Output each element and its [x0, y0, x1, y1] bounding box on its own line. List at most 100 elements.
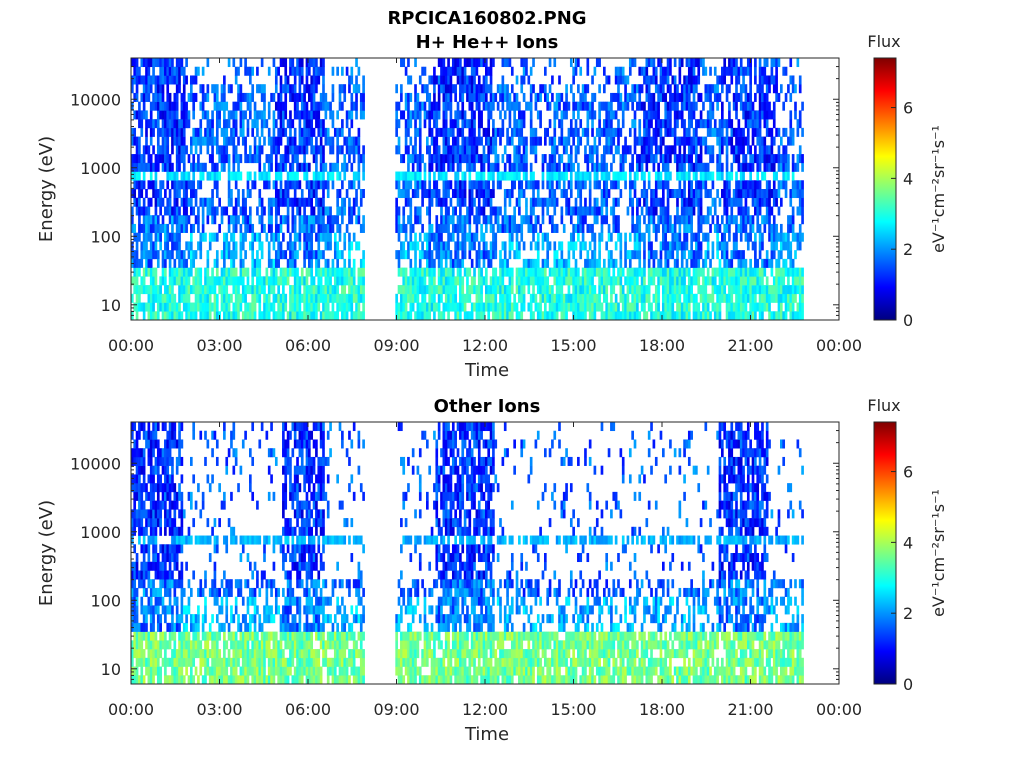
spectrogram-cell [704, 180, 708, 190]
spectrogram-cell [544, 267, 547, 277]
spectrogram-cell [744, 285, 748, 295]
spectrogram-cell [145, 127, 148, 137]
spectrogram-cell [187, 311, 191, 321]
spectrogram-cell [310, 232, 314, 242]
spectrogram-cell [324, 136, 328, 146]
spectrogram-cell [725, 119, 729, 129]
spectrogram-cell [695, 180, 698, 190]
spectrogram-cell [272, 145, 276, 155]
spectrogram-cell [652, 92, 656, 102]
spectrogram-cell [317, 119, 321, 129]
spectrogram-cell [555, 197, 559, 207]
spectrogram-cell [598, 101, 601, 111]
spectrogram-cell [343, 258, 347, 268]
spectrogram-cell [251, 276, 255, 286]
spectrogram-cell [208, 302, 212, 312]
spectrogram-cell [192, 250, 196, 260]
spectrogram-cell [697, 162, 701, 172]
spectrogram-cell [702, 136, 705, 146]
spectrogram-cell [194, 311, 198, 321]
spectrogram-cell [499, 223, 502, 233]
spectrogram-cell [220, 84, 224, 94]
spectrogram-cell [470, 311, 474, 321]
spectrogram-cell [593, 171, 597, 181]
spectrogram-cell [362, 223, 365, 233]
spectrogram-cell [182, 258, 186, 268]
spectrogram-cell [211, 171, 214, 181]
spectrogram-cell [284, 110, 288, 120]
spectrogram-cell [489, 189, 493, 199]
spectrogram-cell [657, 162, 660, 172]
spectrogram-cell [461, 75, 465, 85]
spectrogram-cell [687, 75, 691, 85]
spectrogram-cell [237, 154, 240, 164]
spectrogram-cell [680, 241, 684, 251]
spectrogram-cell [725, 311, 729, 321]
spectrogram-cell [515, 119, 519, 129]
spectrogram-cell [584, 293, 587, 303]
spectrogram-cell [435, 189, 439, 199]
spectrogram-cell [645, 162, 649, 172]
spectrogram-cell [298, 232, 302, 242]
spectrogram-cell [683, 84, 686, 94]
spectrogram-cell [664, 302, 668, 312]
spectrogram-cell [303, 232, 306, 242]
spectrogram-cell [482, 250, 486, 260]
spectrogram-cell [702, 276, 705, 286]
spectrogram-cell [664, 154, 668, 164]
spectrogram-cell [650, 267, 653, 277]
spectrogram-cell [274, 145, 278, 155]
spectrogram-cell [310, 145, 314, 155]
spectrogram-cell [440, 154, 443, 164]
spectrogram-cell [253, 119, 257, 129]
spectrogram-cell [206, 92, 210, 102]
spectrogram-cell [591, 75, 594, 85]
spectrogram-cell [626, 206, 630, 216]
spectrogram-cell [482, 101, 486, 111]
spectrogram-cell [442, 241, 446, 251]
spectrogram-cell [631, 215, 634, 225]
spectrogram-cell [699, 250, 703, 260]
spectrogram-cell [598, 162, 601, 172]
spectrogram-cell [654, 119, 658, 129]
spectrogram-cell [728, 276, 731, 286]
spectrogram-cell [258, 162, 262, 172]
spectrogram-cell [664, 258, 668, 268]
spectrogram-cell [308, 92, 311, 102]
spectrogram-cell [548, 197, 552, 207]
spectrogram-cell [456, 223, 460, 233]
spectrogram-cell [699, 171, 703, 181]
spectrogram-cell [190, 267, 193, 277]
spectrogram-cell [709, 127, 712, 137]
spectrogram-cell [241, 293, 245, 303]
spectrogram-cell [468, 250, 472, 260]
spectrogram-cell [704, 293, 708, 303]
spectrogram-cell [284, 302, 288, 312]
spectrogram-cell [459, 162, 462, 172]
spectrogram-cell [303, 171, 306, 181]
spectrogram-cell [463, 232, 467, 242]
spectrogram-cell [168, 66, 172, 76]
spectrogram-cell [133, 285, 137, 295]
spectrogram-cell [463, 84, 467, 94]
spectrogram-cell [208, 136, 212, 146]
spectrogram-cell [414, 241, 417, 251]
spectrogram-cell [614, 66, 618, 76]
spectrogram-cell [485, 180, 488, 190]
spectrogram-cell [175, 171, 179, 181]
spectrogram-cell [156, 58, 160, 68]
spectrogram-cell [190, 311, 193, 321]
spectrogram-cell [754, 119, 757, 129]
spectrogram-cell [562, 311, 566, 321]
spectrogram-cell [645, 119, 649, 129]
spectrogram-cell [171, 75, 174, 85]
spectrogram-cell [284, 101, 288, 111]
spectrogram-cell [499, 127, 502, 137]
spectrogram-cell [751, 276, 755, 286]
spectrogram-cell [454, 66, 457, 76]
spectrogram-cell [754, 241, 757, 251]
spectrogram-cell [709, 66, 712, 76]
spectrogram-cell [194, 197, 198, 207]
spectrogram-cell [695, 302, 698, 312]
spectrogram-cell [341, 311, 344, 321]
